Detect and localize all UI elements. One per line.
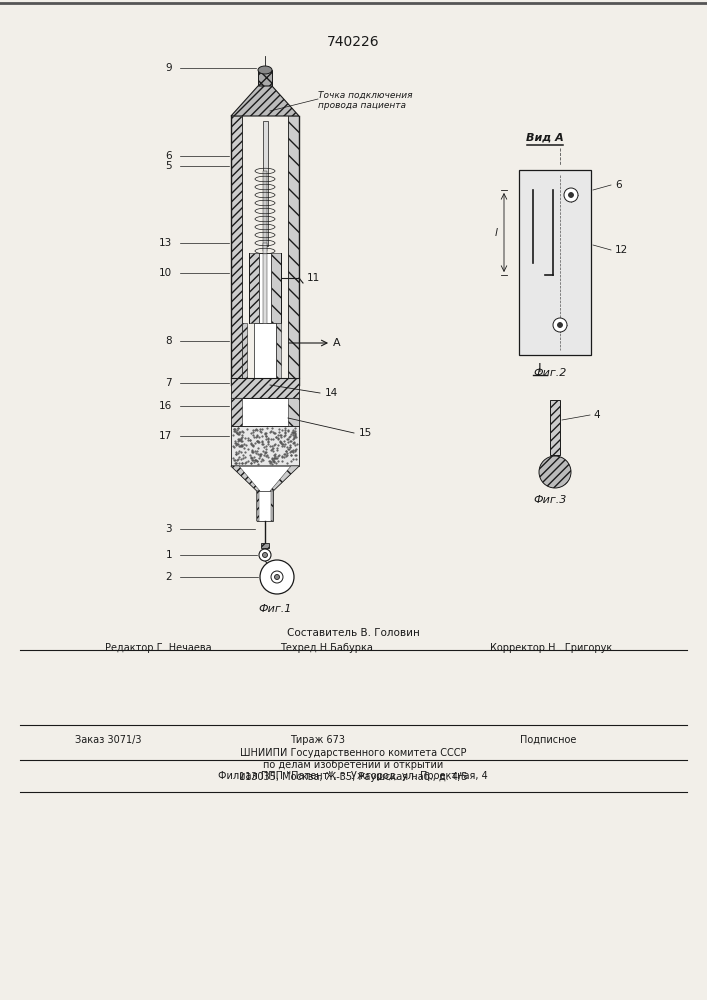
Text: 5: 5 — [165, 161, 172, 171]
Bar — [259, 253, 271, 323]
Text: 12: 12 — [615, 245, 629, 255]
Polygon shape — [231, 466, 299, 521]
Bar — [288, 398, 299, 426]
Polygon shape — [231, 86, 299, 116]
Bar — [231, 398, 299, 426]
Text: 14: 14 — [325, 388, 338, 398]
Text: Филиал ППП ''Патент'', г. Ужгород, ул. Проектная, 4: Филиал ППП ''Патент'', г. Ужгород, ул. П… — [218, 771, 488, 781]
Polygon shape — [231, 466, 260, 491]
Bar — [257, 491, 259, 521]
Text: ШНИИПИ Государственного комитета СССР: ШНИИПИ Государственного комитета СССР — [240, 748, 466, 758]
Bar — [258, 70, 272, 86]
Bar — [261, 543, 269, 548]
Bar — [276, 323, 281, 378]
Bar — [249, 253, 259, 323]
Circle shape — [553, 318, 567, 332]
Text: 16: 16 — [159, 401, 172, 411]
Text: Тираж 673: Тираж 673 — [290, 735, 345, 745]
Text: 4: 4 — [593, 410, 600, 420]
Bar — [231, 116, 242, 385]
Circle shape — [558, 322, 563, 328]
Text: 11: 11 — [307, 273, 320, 283]
Text: 2: 2 — [165, 572, 172, 582]
Text: Фиг.2: Фиг.2 — [533, 368, 567, 378]
Text: 6: 6 — [165, 151, 172, 161]
Text: I: I — [538, 361, 542, 374]
Text: Фиг.1: Фиг.1 — [258, 604, 292, 614]
Text: 7: 7 — [165, 378, 172, 388]
Text: l: l — [495, 228, 498, 237]
Text: Редактор Г. Нечаева: Редактор Г. Нечаева — [105, 643, 211, 653]
Bar — [263, 171, 267, 251]
Text: 9: 9 — [165, 63, 172, 73]
Text: 1: 1 — [165, 550, 172, 560]
Circle shape — [259, 549, 271, 561]
Circle shape — [539, 456, 571, 488]
Bar — [242, 323, 247, 378]
Text: 113035, Москва, Ж-35, Раушская наб., д. 4/5: 113035, Москва, Ж-35, Раушская наб., д. … — [239, 772, 467, 782]
Text: Фиг.3: Фиг.3 — [533, 495, 567, 505]
Text: по делам изобретений и открытий: по делам изобретений и открытий — [263, 760, 443, 770]
Circle shape — [271, 571, 283, 583]
Text: А: А — [333, 338, 341, 348]
Circle shape — [274, 574, 279, 580]
Text: 15: 15 — [359, 428, 373, 438]
Text: Вид А: Вид А — [526, 133, 564, 143]
Text: 6: 6 — [615, 180, 621, 190]
Bar — [271, 491, 273, 521]
Ellipse shape — [258, 66, 272, 74]
Text: Подписное: Подписное — [520, 735, 576, 745]
Bar — [231, 398, 242, 426]
Bar — [263, 121, 268, 246]
Circle shape — [262, 552, 267, 558]
Bar — [257, 491, 273, 521]
Text: 17: 17 — [159, 431, 172, 441]
Text: 3: 3 — [165, 524, 172, 534]
Bar — [231, 426, 299, 466]
Circle shape — [260, 560, 294, 594]
Bar — [519, 170, 591, 355]
Text: 740226: 740226 — [327, 35, 380, 49]
Bar — [550, 400, 560, 455]
Text: Корректор Н.  Григорук: Корректор Н. Григорук — [490, 643, 612, 653]
Circle shape — [564, 188, 578, 202]
Text: 10: 10 — [159, 268, 172, 278]
Bar — [271, 253, 281, 323]
Bar — [231, 378, 299, 398]
Circle shape — [568, 192, 573, 198]
Bar — [254, 323, 276, 378]
Bar — [288, 116, 299, 385]
Text: 13: 13 — [159, 238, 172, 248]
Text: Составитель В. Головин: Составитель В. Головин — [286, 628, 419, 638]
Text: Техред Н.Бабурка: Техред Н.Бабурка — [280, 643, 373, 653]
Bar — [263, 243, 267, 328]
Text: Точка подключения: Точка подключения — [318, 91, 412, 100]
Text: 8: 8 — [165, 336, 172, 346]
Text: провода пациента: провода пациента — [318, 101, 406, 109]
Text: Заказ 3071/3: Заказ 3071/3 — [75, 735, 141, 745]
Polygon shape — [270, 466, 299, 491]
